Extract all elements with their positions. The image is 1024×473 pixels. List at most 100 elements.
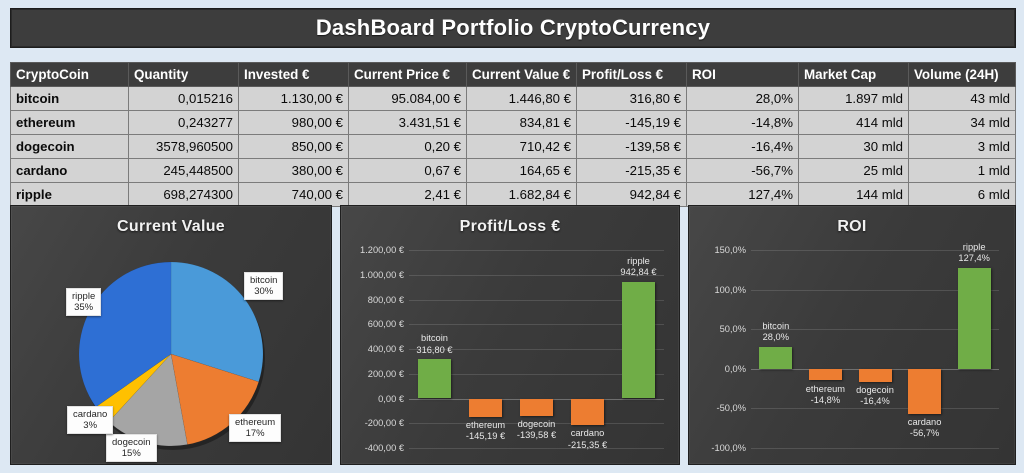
gridline	[751, 250, 999, 251]
table-row[interactable]: bitcoin 0,015216 1.130,00 €95.084,00 €1.44…	[10, 86, 1016, 111]
column-header-roi[interactable]: ROI	[686, 62, 799, 87]
gridline	[409, 299, 664, 301]
cell-current-value: 834,81 €	[466, 110, 577, 135]
pie-label-name: ethereum	[235, 417, 276, 428]
roi-chart-panel[interactable]: ROI 150,0% 100,0% 50,0% 0,0% -50,0% -100,0% bi…	[688, 205, 1016, 465]
pie-label-percent: 15%	[121, 448, 141, 459]
cell-current-price: 2,41 €	[348, 182, 467, 207]
pie-label-bitcoin: bitcoin 30%	[244, 272, 284, 300]
y-axis-tick-label: 200,00 €	[367, 368, 404, 379]
column-header-volume[interactable]: Volume (24H)	[908, 62, 1016, 87]
cell-volume: 1 mld	[908, 158, 1016, 183]
bar-cardano[interactable]	[571, 398, 604, 426]
bar-dogecoin[interactable]	[858, 368, 892, 382]
column-header-cryptocoin[interactable]: CryptoCoin	[10, 62, 129, 87]
bar-bitcoin[interactable]	[759, 346, 793, 369]
dashboard-title-bar: DashBoard Portfolio CryptoCurrency	[10, 8, 1016, 48]
cell-current-value: 1.682,84 €	[466, 182, 577, 207]
cell-roi: -16,4%	[686, 134, 799, 159]
portfolio-table-body: bitcoin 0,015216 1.130,00 €95.084,00 €1.44…	[10, 86, 1016, 207]
bar-bitcoin[interactable]	[418, 359, 451, 399]
y-axis-tick-label: 0,0%	[724, 363, 746, 374]
table-row[interactable]: cardano 245,448500 380,00 €0,67 €164,65 € -…	[10, 158, 1016, 183]
cell-market-cap: 144 mld	[798, 182, 909, 207]
column-header-current-value[interactable]: Current Value €	[466, 62, 577, 87]
cell-roi: 28,0%	[686, 86, 799, 111]
bar-label-dogecoin: dogecoin -139,58 €	[517, 419, 556, 442]
cell-quantity: 0,243277	[128, 110, 239, 135]
cell-quantity: 698,274300	[128, 182, 239, 207]
cell-invested: 1.130,00 €	[238, 86, 349, 111]
bar-label-value: 316,80 €	[416, 344, 453, 355]
bar-label-value: -145,19 €	[465, 431, 506, 441]
cell-roi: -14,8%	[686, 110, 799, 135]
profit-loss-chart-title: Profit/Loss €	[459, 218, 561, 235]
table-row[interactable]: dogecoin 3578,960500 850,00 €0,20 €710,42 …	[10, 134, 1016, 159]
table-row[interactable]: ethereum 0,243277 980,00 €3.431,51 €834,81…	[10, 110, 1016, 135]
cell-current-price: 95.084,00 €	[348, 86, 467, 111]
gridline	[751, 329, 999, 331]
pie-label-name: bitcoin	[250, 275, 278, 286]
gridline	[409, 423, 664, 425]
cell-coin-name: ethereum	[10, 110, 129, 135]
bar-label-value: 127,4%	[958, 253, 990, 264]
cell-coin-name: dogecoin	[10, 134, 129, 159]
bar-label-ripple: ripple 942,84 €	[620, 256, 656, 279]
cell-market-cap: 25 mld	[798, 158, 909, 183]
gridline	[409, 324, 664, 326]
profit-loss-chart-panel[interactable]: Profit/Loss € 1.200,00 € 1.000,00 € 800,00…	[340, 205, 680, 465]
bar-label-value: -215,35 €	[567, 439, 608, 450]
bar-ethereum[interactable]	[469, 398, 502, 417]
pie-label-name: cardano	[73, 409, 108, 420]
pie-chart-area: bitcoin 30% ethereum 17% dogecoin 15% cardano 3…	[11, 206, 331, 464]
gridline	[409, 250, 664, 251]
cell-invested: 850,00 €	[238, 134, 349, 159]
gridline	[751, 289, 999, 291]
bar-ripple[interactable]	[622, 281, 655, 399]
y-axis-tick-label: 100,0%	[714, 284, 746, 295]
profit-loss-plot-area: 1.200,00 € 1.000,00 € 800,00 € 600,00 € 400,…	[360, 245, 664, 453]
cell-invested: 380,00 €	[238, 158, 349, 183]
bar-cardano[interactable]	[908, 368, 942, 414]
cell-market-cap: 30 mld	[798, 134, 909, 159]
column-header-invested[interactable]: Invested €	[238, 62, 349, 87]
pie-label-percent: 35%	[74, 302, 94, 313]
bar-label-value: 28,0%	[762, 332, 789, 343]
cell-coin-name: bitcoin	[10, 86, 129, 111]
current-value-chart-panel[interactable]: Current Value bitcoin 30% ethereum 17% dogec…	[10, 205, 332, 465]
roi-chart-title: ROI	[837, 218, 867, 235]
bar-label-category: ripple	[962, 241, 986, 252]
cell-invested: 740,00 €	[238, 182, 349, 207]
bar-label-category: dogecoin	[517, 418, 556, 429]
pie-label-percent: 3%	[83, 420, 98, 431]
cell-market-cap: 1.897 mld	[798, 86, 909, 111]
bar-label-cardano: cardano -56,7%	[908, 417, 942, 440]
y-axis-tick-label: -400,00 €	[364, 443, 404, 453]
bar-label-ethereum: ethereum -145,19 €	[466, 420, 505, 443]
bar-label-value: 942,84 €	[620, 267, 657, 278]
bar-ethereum[interactable]	[808, 368, 842, 381]
pie-label-ripple: ripple 35%	[66, 288, 102, 316]
cell-volume: 34 mld	[908, 110, 1016, 135]
bar-label-category: ethereum	[465, 419, 506, 430]
bar-dogecoin[interactable]	[520, 398, 553, 416]
cell-coin-name: ripple	[10, 182, 129, 207]
cell-market-cap: 414 mld	[798, 110, 909, 135]
gridline	[409, 373, 664, 375]
bar-ripple[interactable]	[957, 267, 991, 369]
pie-label-percent: 30%	[254, 286, 274, 297]
portfolio-table: CryptoCoin Quantity Invested € Current P…	[10, 62, 1016, 207]
bar-label-category: cardano	[570, 428, 605, 439]
y-axis-tick-label: 400,00 €	[367, 344, 404, 354]
bar-label-dogecoin: dogecoin -16,4%	[856, 385, 894, 408]
gridline	[751, 408, 999, 410]
column-header-current-price[interactable]: Current Price €	[348, 62, 467, 87]
table-row[interactable]: ripple 698,274300 740,00 €2,41 €1.682,84 €…	[10, 182, 1016, 207]
cell-profit-loss: -139,58 €	[576, 134, 687, 159]
gridline	[751, 448, 999, 449]
y-axis-tick-label: 0,00 €	[378, 393, 404, 404]
column-header-profit-loss[interactable]: Profit/Loss €	[576, 62, 687, 87]
column-header-market-cap[interactable]: Market Cap	[798, 62, 909, 87]
column-header-quantity[interactable]: Quantity	[128, 62, 239, 87]
